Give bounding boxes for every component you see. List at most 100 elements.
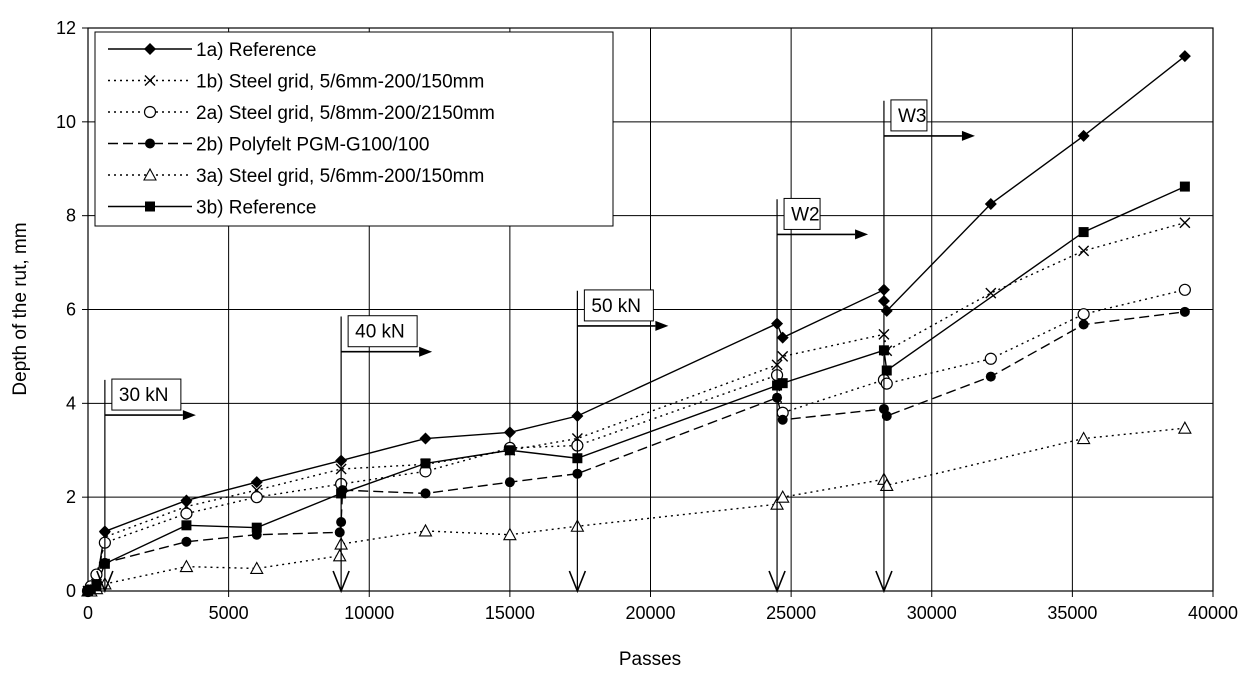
x-tick-label: 20000 bbox=[625, 603, 675, 623]
data-point bbox=[334, 527, 345, 538]
data-point bbox=[420, 488, 431, 499]
annotation-arrowhead-right bbox=[655, 320, 669, 331]
annotation-label-box bbox=[890, 99, 928, 132]
data-point bbox=[777, 350, 789, 362]
y-axis-title: Depth of the rut, mm bbox=[10, 222, 31, 395]
data-point bbox=[777, 378, 788, 389]
annotation-arrowhead-right bbox=[419, 346, 433, 357]
legend-label: 1b) Steel grid, 5/6mm-200/150mm bbox=[196, 72, 484, 93]
data-point bbox=[985, 287, 997, 299]
x-tick-label: 30000 bbox=[907, 603, 957, 623]
data-point bbox=[502, 527, 517, 541]
data-point bbox=[504, 445, 515, 456]
legend-marker bbox=[143, 105, 157, 119]
y-tick-label: 4 bbox=[66, 393, 76, 413]
legend-marker bbox=[143, 167, 157, 181]
data-point bbox=[1078, 319, 1089, 330]
annotation-label-box bbox=[111, 378, 182, 411]
y-tick-label: 12 bbox=[56, 18, 76, 38]
data-point bbox=[1077, 308, 1090, 321]
data-point bbox=[1078, 227, 1089, 238]
y-tick-label: 0 bbox=[66, 581, 76, 601]
annotation-arrowhead-down bbox=[332, 570, 350, 594]
x-tick-label: 40000 bbox=[1188, 603, 1238, 623]
annotation-arrowhead-down bbox=[568, 570, 587, 594]
legend-label: 1a) Reference bbox=[196, 40, 316, 61]
annotation-arrowhead-right bbox=[182, 410, 196, 421]
x-tick-label: 25000 bbox=[766, 603, 816, 623]
data-point bbox=[880, 377, 893, 390]
load-annotations: 30 kN 40 kN 50 kN W2 W3 bbox=[96, 99, 975, 594]
annotation-label: 40 kN bbox=[355, 322, 405, 343]
data-point bbox=[250, 491, 263, 504]
data-point bbox=[1076, 431, 1091, 445]
legend-marker bbox=[144, 43, 156, 55]
legend-label: 2b) Polyfelt PGM-G100/100 bbox=[196, 135, 429, 156]
annotation-arrowhead-down bbox=[96, 570, 114, 594]
legend-marker bbox=[144, 75, 156, 86]
x-tick-label: 15000 bbox=[485, 603, 535, 623]
data-point bbox=[85, 584, 96, 595]
data-point bbox=[418, 523, 433, 537]
data-point bbox=[503, 426, 516, 439]
legend-marker bbox=[145, 138, 155, 149]
data-point bbox=[777, 414, 788, 425]
annotation-arrowhead-down bbox=[875, 570, 893, 594]
data-point bbox=[1078, 245, 1090, 257]
annotation-label: 30 kN bbox=[119, 385, 169, 406]
x-tick-label: 35000 bbox=[1047, 603, 1097, 623]
data-point bbox=[881, 365, 892, 376]
series-line-5 bbox=[88, 427, 1185, 591]
data-point bbox=[1178, 283, 1191, 296]
data-point bbox=[180, 494, 193, 507]
data-point bbox=[1077, 129, 1090, 142]
legend-label: 3a) Steel grid, 5/6mm-200/150mm bbox=[196, 166, 484, 187]
data-point bbox=[985, 371, 996, 382]
y-tick-label: 8 bbox=[66, 206, 76, 226]
legend-marker bbox=[145, 201, 155, 212]
data-point bbox=[251, 522, 262, 533]
legend-box bbox=[94, 31, 614, 227]
data-point bbox=[181, 520, 192, 531]
data-point bbox=[249, 561, 264, 575]
legend-label: 3b) Reference bbox=[196, 198, 316, 219]
y-tick-label: 10 bbox=[56, 112, 76, 132]
data-point bbox=[250, 476, 263, 489]
annotation-arrowhead-right bbox=[961, 130, 975, 141]
data-point bbox=[775, 490, 790, 503]
annotation-label-box bbox=[783, 197, 821, 230]
x-tick-label: 0 bbox=[83, 603, 93, 623]
annotation-label: W2 bbox=[791, 204, 820, 225]
data-point bbox=[776, 331, 789, 344]
annotation-label: 50 kN bbox=[591, 296, 641, 317]
data-point bbox=[984, 197, 997, 210]
series-line-3 bbox=[88, 289, 1186, 591]
x-tick-label: 10000 bbox=[344, 603, 394, 623]
x-axis-title: Passes bbox=[619, 649, 681, 670]
data-point bbox=[984, 352, 997, 365]
data-point bbox=[504, 477, 515, 488]
data-point bbox=[1179, 217, 1191, 229]
data-point bbox=[1179, 306, 1190, 317]
y-tick-label: 2 bbox=[66, 487, 76, 507]
data-point bbox=[419, 432, 432, 445]
data-point bbox=[181, 536, 192, 547]
y-tick-label: 6 bbox=[66, 300, 76, 320]
data-point bbox=[180, 507, 193, 520]
annotation-label-box bbox=[347, 315, 418, 348]
annotation-arrowhead-right bbox=[855, 229, 869, 240]
annotation-label: W3 bbox=[898, 106, 927, 127]
legend: 1a) Reference 1b) Steel grid, 5/6mm-200/1… bbox=[94, 31, 614, 227]
annotation-label-box bbox=[583, 289, 654, 322]
data-point bbox=[179, 559, 194, 573]
annotation-arrowhead-down bbox=[768, 570, 786, 594]
data-point bbox=[91, 581, 102, 592]
data-point bbox=[420, 458, 431, 469]
data-point bbox=[1177, 421, 1192, 434]
legend-label: 2a) Steel grid, 5/8mm-200/2150mm bbox=[196, 103, 495, 124]
axis-ticks: 0 2 4 6 8 10 12 0 5000 10000 15000 20000 25000 30000 3… bbox=[56, 18, 1238, 623]
data-point bbox=[1178, 50, 1191, 63]
x-tick-label: 5000 bbox=[209, 603, 249, 623]
data-point bbox=[332, 548, 347, 562]
